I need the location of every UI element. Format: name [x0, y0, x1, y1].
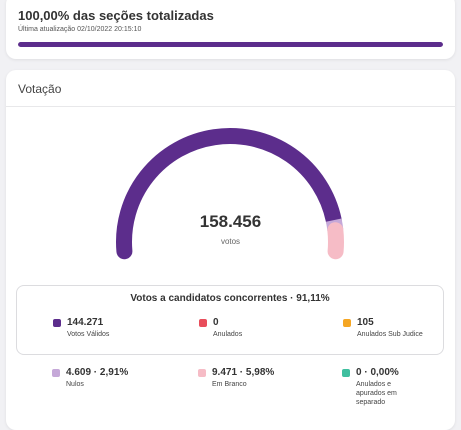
stat-label: Nulos	[66, 381, 84, 388]
stat-label: Em Branco	[212, 381, 247, 388]
candidate-votes-box: Votos a candidatos concorrentes · 91,11%…	[16, 285, 444, 355]
stat-anulados-sub-judice: 105 Anulados Sub Judice	[343, 317, 433, 339]
stat-value: 4.609 · 2,91%	[66, 367, 129, 378]
votes-gauge-chart	[116, 128, 344, 260]
votacao-title: Votação	[6, 70, 455, 107]
totalization-progress-bar	[18, 42, 443, 47]
gauge-segment-validos	[116, 128, 342, 260]
stat-anulados-apurados-separado: 0 · 0,00% Anulados e apurados em separad…	[342, 367, 422, 407]
legend-swatch	[53, 319, 61, 327]
legend-swatch	[52, 369, 60, 377]
legend-swatch	[199, 319, 207, 327]
stat-value: 105	[357, 317, 374, 328]
stat-nulos: 4.609 · 2,91% Nulos	[52, 367, 132, 389]
stat-label: Votos Válidos	[67, 331, 110, 338]
stat-label: Anulados	[213, 331, 243, 338]
stat-value: 9.471 · 5,98%	[212, 367, 275, 378]
last-update-timestamp: Última atualização 02/10/2022 20:15:10	[18, 26, 142, 33]
gauge-segment-brancos	[327, 222, 344, 260]
stat-value: 0 · 0,00%	[356, 367, 399, 378]
total-votes-label: votos	[220, 237, 241, 246]
stat-label: Anulados e apurados em separado	[356, 381, 397, 406]
stat-anulados: 0 Anulados	[199, 317, 329, 339]
candidate-votes-title: Votos a candidatos concorrentes · 91,11%	[130, 293, 330, 304]
totalization-progress-fill	[18, 42, 443, 47]
stat-em-branco: 9.471 · 5,98% Em Branco	[198, 367, 278, 389]
totalization-card: 100,00% das seções totalizadas Última at…	[6, 0, 455, 59]
stat-value: 144.271	[67, 317, 104, 328]
legend-swatch	[342, 369, 350, 377]
stat-label: Anulados Sub Judice	[357, 331, 423, 338]
legend-swatch	[343, 319, 351, 327]
legend-swatch	[198, 369, 206, 377]
votacao-card: Votação 158.456 votos Votos a candidatos…	[6, 70, 455, 430]
total-votes-value: 158.456	[199, 212, 262, 231]
totalization-status: 100,00% das seções totalizadas	[18, 8, 214, 23]
stat-votos-validos: 144.271 Votos Válidos	[53, 317, 183, 339]
stat-value: 0	[213, 317, 219, 328]
